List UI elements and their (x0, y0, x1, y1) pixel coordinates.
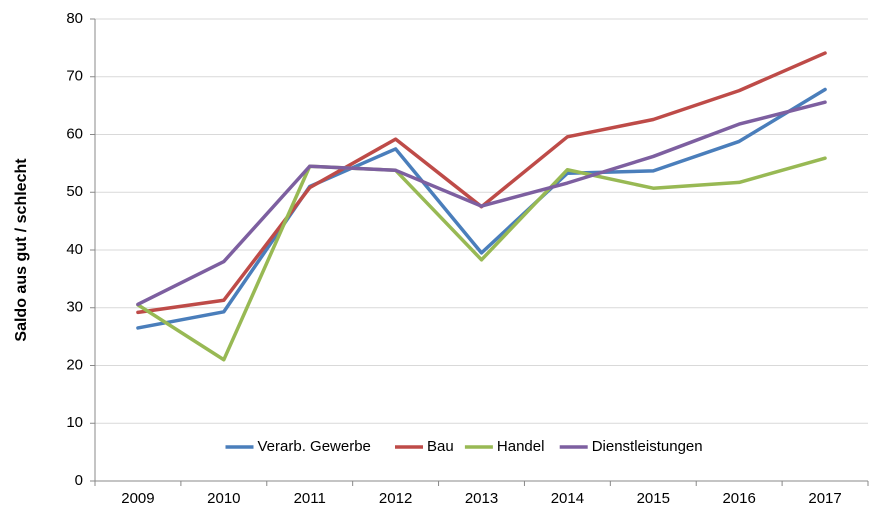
series-line (136, 156, 827, 362)
x-tick-label: 2012 (379, 490, 412, 507)
legend-label: Handel (497, 438, 545, 455)
y-tick-label: 10 (66, 414, 83, 431)
y-tick-label: 0 (75, 472, 83, 489)
legend-label: Bau (427, 438, 454, 455)
x-tick-label: 2010 (207, 490, 240, 507)
legend-label: Dienstleistungen (592, 438, 703, 455)
x-tick-label: 2014 (551, 490, 584, 507)
legend-label: Verarb. Gewerbe (258, 438, 371, 455)
y-tick-label: 70 (66, 68, 83, 85)
x-tick-label: 2017 (808, 490, 841, 507)
x-tick-label: 2016 (722, 490, 755, 507)
y-tick-label: 60 (66, 125, 83, 142)
y-tick-label: 50 (66, 183, 83, 200)
y-tick-label: 30 (66, 299, 83, 316)
x-tick-label: 2015 (637, 490, 670, 507)
series-line (136, 100, 827, 307)
x-tick-label: 2013 (465, 490, 498, 507)
series-line (136, 87, 827, 330)
y-tick-label: 40 (66, 241, 83, 258)
x-tick-label: 2011 (294, 490, 326, 507)
y-axis-label: Saldo aus gut / schlecht (13, 158, 30, 342)
y-tick-label: 20 (66, 356, 83, 373)
x-tick-label: 2009 (121, 490, 154, 507)
y-tick-label: 80 (66, 10, 83, 27)
